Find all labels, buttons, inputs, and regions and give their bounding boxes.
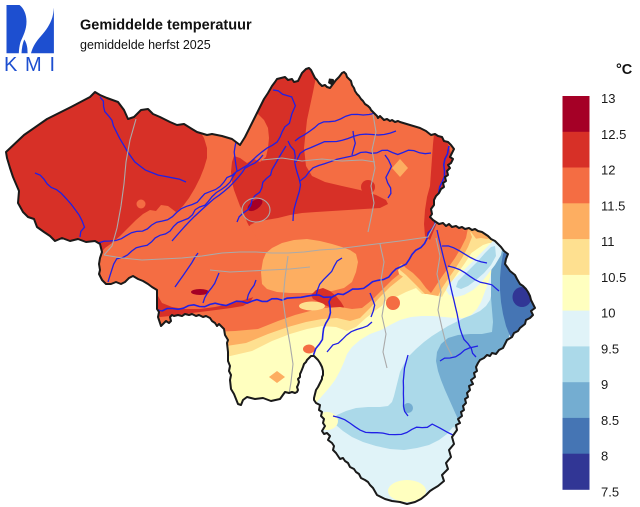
svg-text:10: 10	[601, 306, 615, 321]
svg-text:KMI: KMI	[4, 54, 55, 76]
svg-text:9: 9	[601, 377, 608, 392]
svg-text:11.5: 11.5	[601, 198, 625, 213]
svg-text:13: 13	[601, 91, 615, 106]
svg-text:12.5: 12.5	[601, 127, 626, 142]
svg-text:Gemiddelde temperatuur: Gemiddelde temperatuur	[80, 18, 252, 34]
svg-text:8: 8	[601, 449, 608, 464]
svg-text:7.5: 7.5	[601, 485, 619, 500]
svg-text:10.5: 10.5	[601, 270, 626, 285]
svg-text:°C: °C	[616, 62, 633, 78]
svg-text:gemiddelde herfst 2025: gemiddelde herfst 2025	[80, 38, 211, 52]
svg-text:8.5: 8.5	[601, 413, 619, 428]
svg-text:11: 11	[601, 234, 615, 249]
svg-text:12: 12	[601, 163, 615, 178]
svg-text:9.5: 9.5	[601, 341, 619, 356]
